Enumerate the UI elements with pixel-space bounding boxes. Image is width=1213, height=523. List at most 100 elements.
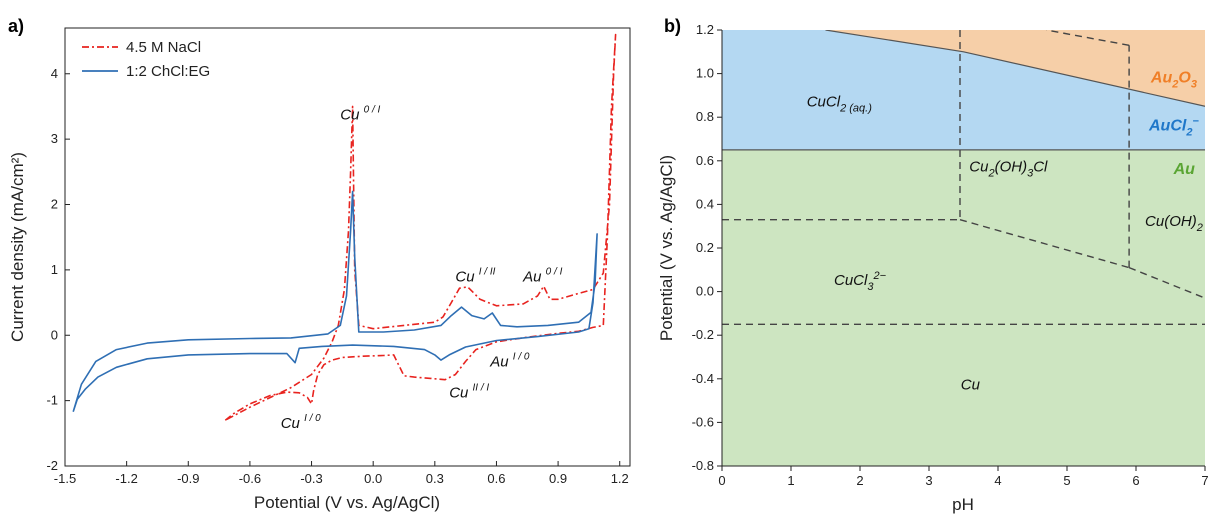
region-label-part: 2 [987,168,994,180]
y-tick-label: 0.6 [696,153,714,168]
region-label-part: 3 [1027,168,1034,180]
region-label: AuCl2− [1148,115,1199,138]
x-tick-label: 0.0 [364,471,382,486]
y-tick-label: 0 [51,327,58,342]
y-tick-label: 4 [51,66,58,81]
y-tick-label: 0.8 [696,109,714,124]
region-label-part: (OH) [995,159,1028,176]
annotation-sup: II / I [473,382,490,393]
peak-annotation: Cu I / 0 [281,413,321,432]
region-label-part: AuCl [1148,117,1187,134]
y-tick-label: -2 [46,458,58,473]
region-label-part: Cl [1033,159,1048,176]
peak-annotation: Au I / 0 [489,352,530,371]
annotation-base: Cu [281,415,304,432]
x-tick-label: 0.6 [487,471,505,486]
x-tick-label: 3 [925,473,932,488]
region-label: CuCl32− [834,270,887,293]
panel-a-legend: 4.5 M NaCl 1:2 ChCl:EG [82,39,210,80]
x-tick-label: -0.9 [177,471,199,486]
annotation-sup: 0 / I [364,105,381,116]
region-label: CuCl2 (aq.) [807,93,872,114]
x-tick-label: -0.6 [239,471,261,486]
y-tick-label: 1.2 [696,22,714,37]
panel-a-frame [64,27,631,467]
x-tick-label: 1 [787,473,794,488]
annotation-sup: 0 / I [546,267,563,278]
panel-b-label: b) [664,16,681,36]
x-tick-label: 0.3 [426,471,444,486]
panel-a: a) -1.5 -1.2 -0.9 -0.6 -0.3 0.0 0.3 0.6 0.9 1.2 -2… [8,16,631,512]
panel-b: b) 0 1 2 3 4 5 6 7-0.8-0.6-0.4-0.20.00.20.40.60… [657,16,1209,514]
region-au [722,149,1205,466]
x-tick-label: -0.3 [300,471,322,486]
annotation-base: Au [489,354,513,371]
panel-a-ticks: -1.5 -1.2 -0.9 -0.6 -0.3 0.0 0.3 0.6 0.9 1.2 -2 -1 0… [46,66,628,486]
y-tick-label: -1 [46,393,58,408]
y-tick-label: 0.2 [696,240,714,255]
region-label-part: 2 [1196,222,1203,234]
region-label-part: Cu(OH) [1145,213,1197,230]
cu-boundary-dashed [959,219,1130,269]
x-tick-label: 6 [1132,473,1139,488]
peak-annotation: Cu I / II [455,267,495,286]
peak-annotation: Cu 0 / I [340,105,380,124]
annotation-sup: I / 0 [513,352,530,363]
region-label-part: 3 [1191,78,1197,90]
panel-b-x-axis-label: pH [952,495,974,514]
panel-b-boundaries [722,30,1205,325]
region-label: Cu2(OH)3Cl [969,159,1048,180]
annotation-base: Cu [455,269,478,286]
region-label-part: CuCl [834,272,868,289]
annotation-sup: I / II [479,267,496,278]
x-tick-label: 1.2 [611,471,629,486]
series-line-0 [224,33,617,421]
panel-a-y-axis-label: Current density (mA/cm²) [8,152,27,342]
annotation-base: Cu [340,107,363,124]
region-label-part: CuCl [807,93,841,110]
y-tick-label: 0.0 [696,284,714,299]
panel-b-y-axis-label: Potential (V vs. Ag/AgCl) [657,155,676,341]
legend-label-nacl: 4.5 M NaCl [126,39,201,56]
peak-annotation: Au 0 / I [522,267,562,286]
region-label: Cu [961,377,981,394]
x-tick-label: 0.9 [549,471,567,486]
panel-b-regions [722,30,1205,466]
annotation-sup: I / 0 [304,413,321,424]
legend-label-chcl-eg: 1:2 ChCl:EG [126,63,210,80]
cu-boundary-dashed [1046,30,1130,46]
region-label-part: Au [1173,161,1196,178]
region-label-part: − [1192,115,1199,127]
region-label-part: Au [1150,69,1173,86]
region-label: Au [1173,161,1196,178]
region-label-part: Cu [961,377,981,394]
x-tick-label: 5 [1063,473,1070,488]
region-label-part: 2 [1171,78,1178,90]
x-tick-label: -1.2 [115,471,137,486]
y-tick-label: 1 [51,262,58,277]
y-tick-label: -0.2 [692,327,714,342]
x-tick-label: 4 [994,473,1001,488]
panel-a-x-axis-label: Potential (V vs. Ag/AgCl) [254,493,440,512]
region-label-part: 2 (aq.) [839,102,872,114]
y-tick-label: 0.4 [696,196,714,211]
x-tick-label: 0 [718,473,725,488]
panel-a-annotations: Cu 0 / ICu I / II Au 0 / IAu I / 0Cu II /… [281,105,563,433]
region-label: Cu(OH)2 [1145,213,1203,234]
panel-b-ticks: 0 1 2 3 4 5 6 7 -0.8 -0.6 -0.4 -0.2 0.0 0.2 0.4 0.6 0.8 1… [692,22,1209,488]
cu-boundary-dashed [1128,266,1205,299]
y-tick-label: -0.6 [692,414,714,429]
annotation-base: Au [522,269,546,286]
peak-annotation: Cu II / I [449,382,489,401]
y-tick-label: 1.0 [696,66,714,81]
panel-a-series [72,33,617,421]
x-tick-label: 7 [1201,473,1208,488]
region-label-part: 3 [867,281,874,293]
region-label-part: O [1178,69,1191,86]
au2o3-boundary [825,30,1205,107]
x-tick-label: 2 [856,473,863,488]
panel-b-region-labels: CuCl2 (aq.)Cu2(OH)3ClCuCl32−Cu(OH)2CuAu2… [807,69,1203,393]
panel-a-label: a) [8,16,24,36]
annotation-base: Cu [449,384,472,401]
